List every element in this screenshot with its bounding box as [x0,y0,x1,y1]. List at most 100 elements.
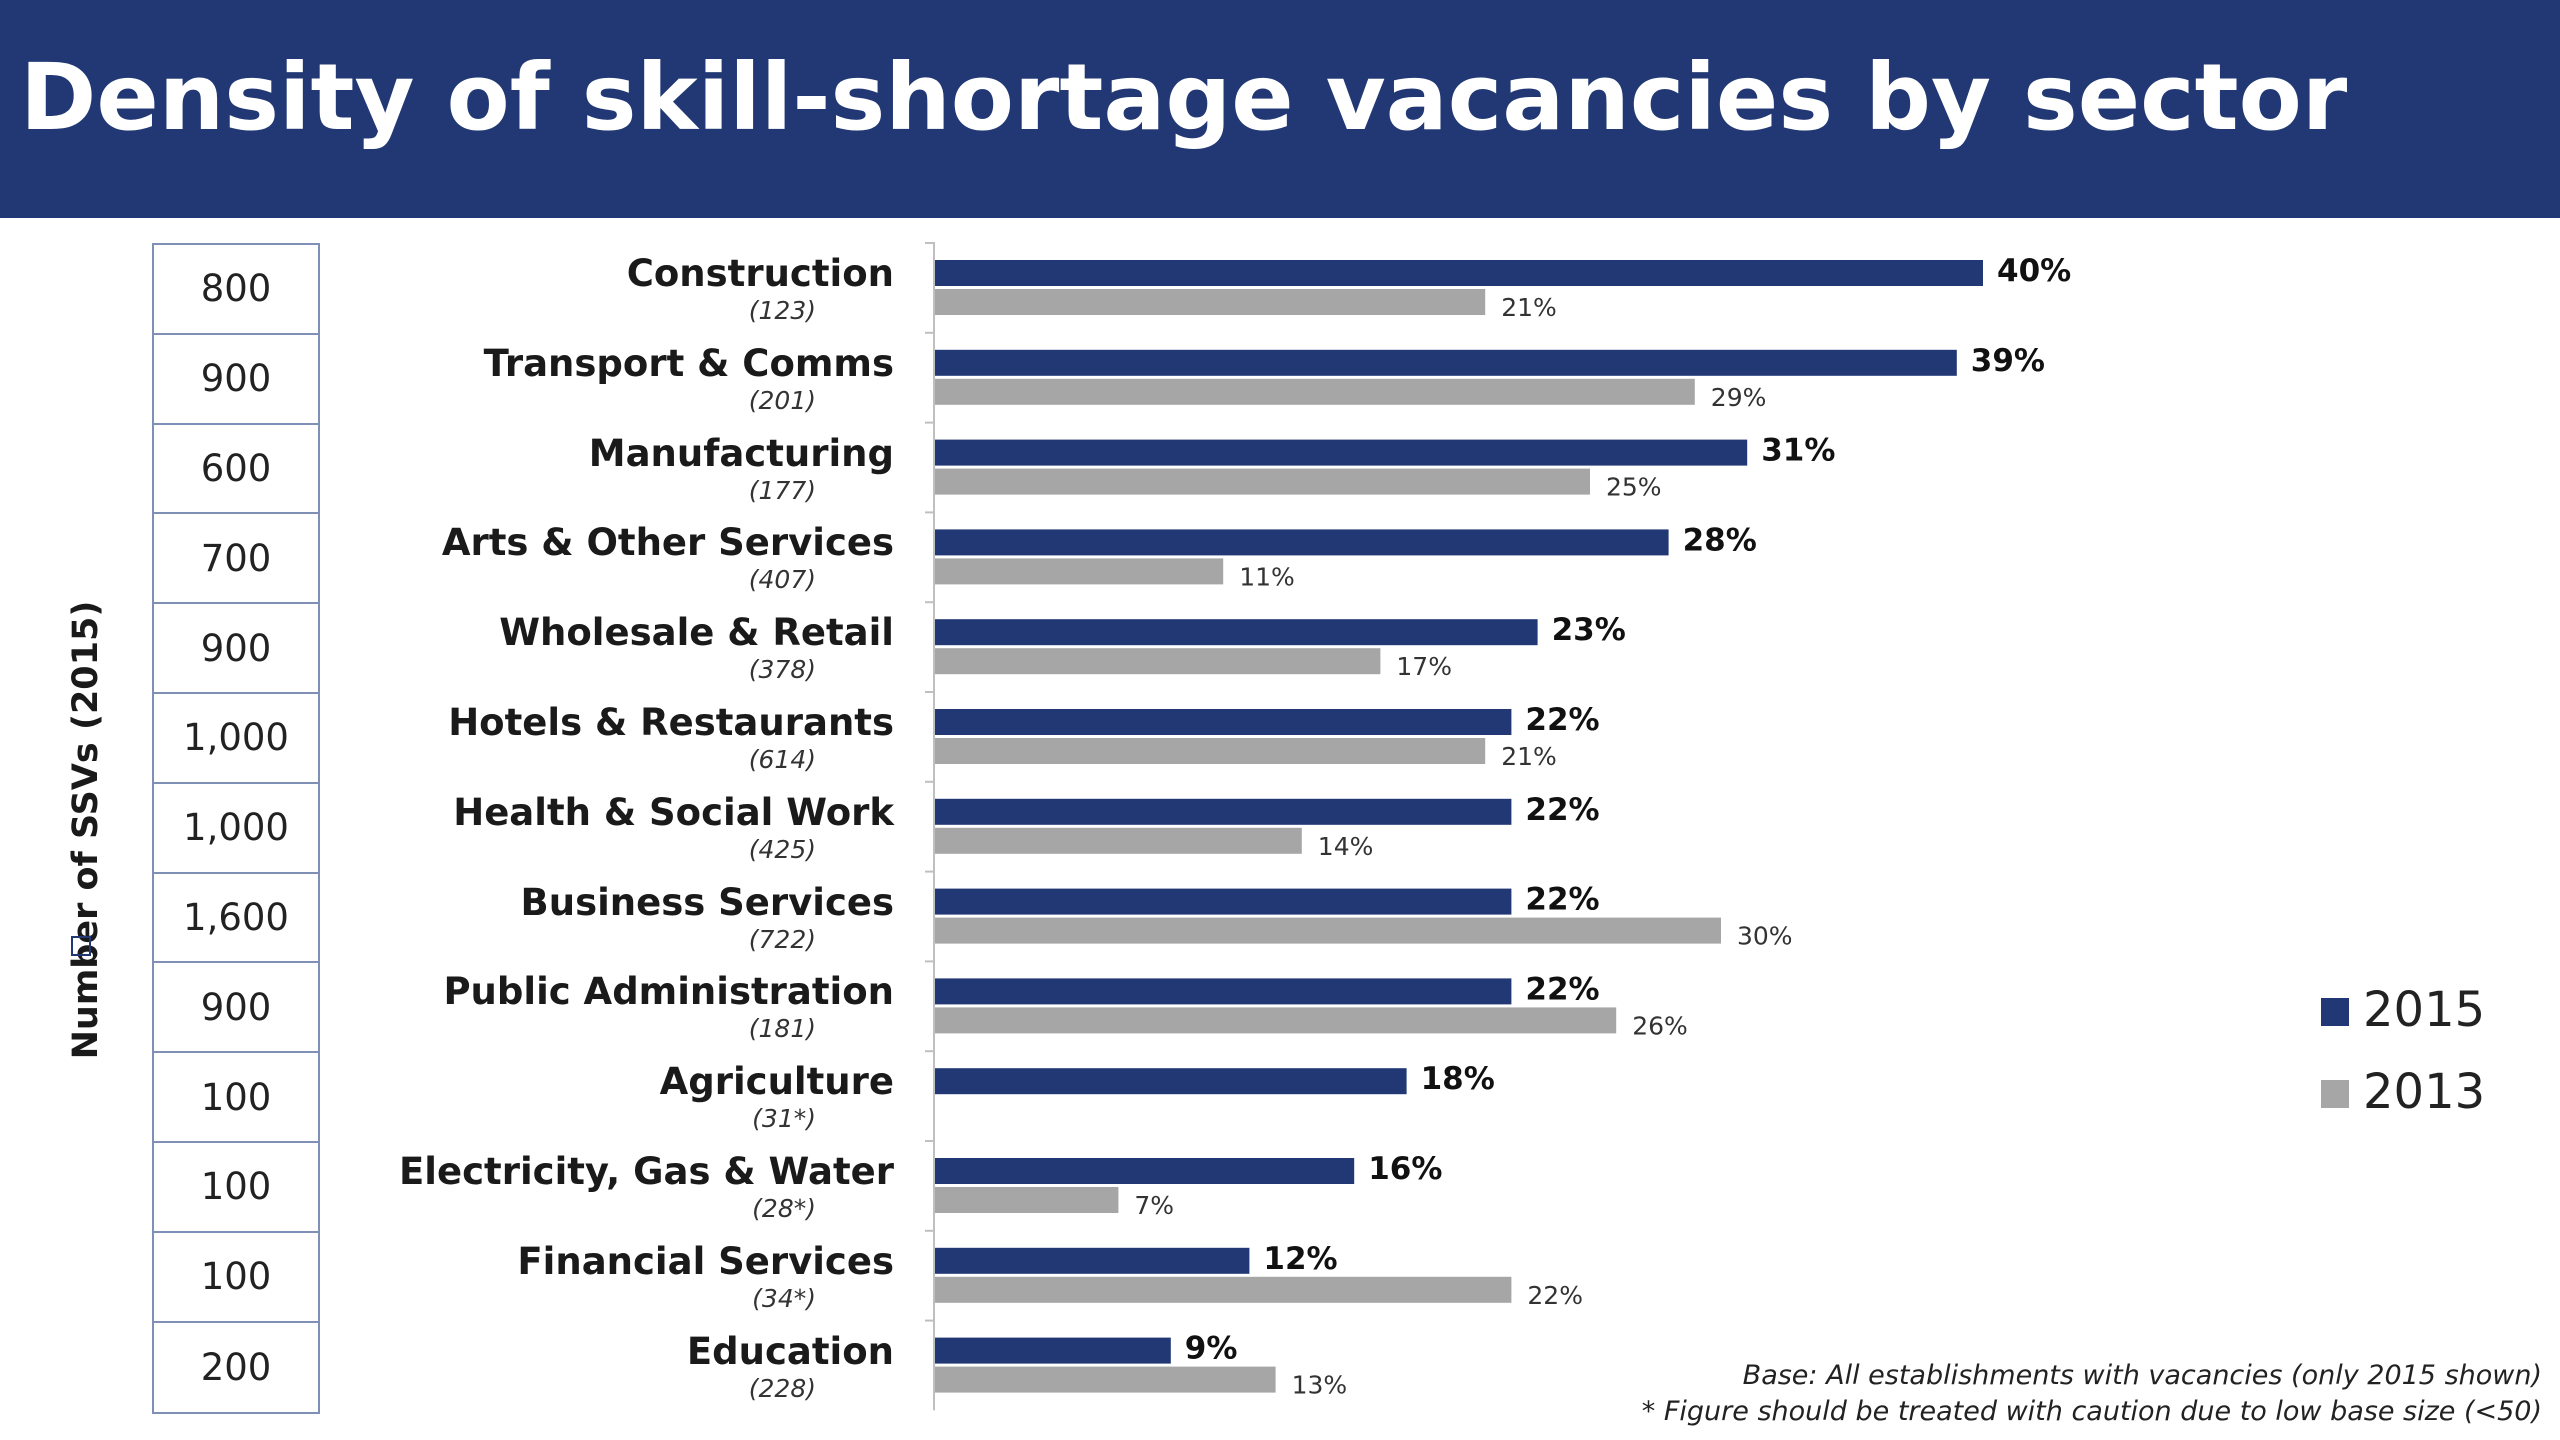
bar-2015 [935,439,1748,466]
ssv-count-cell: 600 [154,425,318,515]
ssv-count-cell: 700 [154,514,318,605]
sector-base-label: (407) [748,565,816,595]
bar-2015 [935,1158,1355,1184]
data-label-2013: 30% [1737,922,1793,951]
sector-base-label: (722) [748,924,816,954]
bar-2013 [935,378,1695,405]
data-label-2013: 25% [1606,473,1662,502]
data-label-2013: 21% [1501,293,1557,322]
ssv-count-cell: 100 [154,1233,318,1323]
bar-2013 [935,558,1224,585]
bar-2015 [935,619,1538,646]
bar-2013 [935,468,1590,495]
sector-label: Health & Social Work [453,790,894,834]
data-label-2015: 22% [1525,792,1599,828]
sector-label: Agriculture [659,1060,894,1104]
bar-2013 [935,917,1721,944]
bar-2015 [935,888,1512,915]
data-label-2015: 28% [1683,522,1757,558]
data-label-2013: 29% [1711,383,1767,412]
sector-base-label: (201) [748,385,816,415]
sector-label: Arts & Other Services [441,521,894,565]
bar-2015 [935,1068,1407,1095]
sector-label: Public Administration [443,970,894,1014]
data-label-2015: 9% [1185,1331,1238,1367]
legend-label-2015: 2015 [2363,982,2486,1038]
data-label-2013: 11% [1239,562,1295,591]
sector-base-label: (177) [748,475,816,505]
legend-label-2013: 2013 [2363,1064,2486,1120]
data-label-2015: 39% [1971,343,2045,379]
bar-2015 [935,529,1669,556]
sector-label: Wholesale & Retail [499,611,894,655]
data-label-2015: 22% [1525,882,1599,918]
ssv-count-cell: 100 [154,1053,318,1143]
data-label-2015: 12% [1263,1241,1337,1277]
data-label-2015: 31% [1761,433,1835,469]
sector-label: Education [686,1329,894,1373]
bar-2013 [935,289,1486,315]
bar-2013 [935,1007,1617,1034]
data-label-2015: 40% [1997,253,2071,289]
bar-2013 [935,1187,1119,1213]
bar-2013 [935,827,1302,854]
data-label-2013: 21% [1501,742,1557,771]
legend-swatch-2015 [2321,998,2349,1026]
ssv-count-cell: 1,000 [154,784,318,874]
page-title: Density of skill-shortage vacancies by s… [20,44,2348,151]
data-label-2013: 17% [1396,652,1452,681]
sector-label: Transport & Comms [483,341,894,385]
legend-swatch-2013 [2321,1080,2349,1108]
ssv-count-cell: 200 [200,1345,272,1389]
ssv-count-cell: 900 [154,963,318,1054]
ssv-count-cell: 1,600 [154,874,318,964]
bar-2015 [935,1337,1171,1364]
sector-base-label: (123) [748,295,816,325]
footnote-caution: * Figure should be treated with caution … [1641,1396,2542,1427]
bar-2015 [935,1247,1250,1274]
ssv-count-table: 800 900 600 700 900 1,000 1,000 1,600 900 100 100 1… [152,243,320,1415]
ssv-count-marker [71,936,91,956]
bar-2013 [935,648,1381,675]
sector-base-label: (425) [748,834,816,864]
bar-2013 [935,1366,1276,1393]
ssv-count-cell: 100 [154,1143,318,1233]
sector-label: Electricity, Gas & Water [399,1149,894,1193]
sector-base-label: (228) [748,1373,816,1403]
data-label-2015: 18% [1421,1061,1495,1097]
data-label-2013: 22% [1527,1281,1583,1310]
bar-2013 [935,738,1486,764]
sector-label: Hotels & Restaurants [448,700,894,744]
bar-2015 [935,798,1512,825]
sector-base-label: (34*) [752,1283,816,1313]
sector-base-label: (28*) [752,1193,816,1223]
bar-2015 [935,260,1983,286]
footnote-base: Base: All establishments with vacancies … [1742,1360,2542,1391]
sector-label: Construction [626,251,894,295]
data-label-2015: 22% [1525,702,1599,738]
bar-2015 [935,978,1512,1005]
data-label-2013: 14% [1318,832,1374,861]
sector-base-label: (181) [748,1014,816,1044]
sector-label: Business Services [520,880,894,924]
data-label-2013: 7% [1134,1191,1174,1220]
data-label-2015: 23% [1552,612,1626,648]
sector-label: Manufacturing [588,431,894,475]
sector-label: Financial Services [517,1239,894,1283]
ssv-count-cell: 1,000 [154,694,318,784]
sector-base-label: (378) [748,655,816,685]
title-banner: Density of skill-shortage vacancies by s… [0,0,2560,218]
ssv-count-cell: 800 [154,245,318,335]
data-label-2015: 22% [1525,971,1599,1007]
sector-base-label: (614) [748,744,816,774]
bar-2015 [935,709,1512,735]
ssv-count-cell: 900 [154,604,318,694]
bar-2013 [935,1276,1512,1303]
sector-base-label: (31*) [752,1104,816,1134]
data-label-2013: 26% [1632,1011,1688,1040]
bar-2015 [935,349,1957,376]
data-label-2013: 13% [1292,1371,1348,1400]
data-label-2015: 16% [1368,1151,1442,1187]
ssv-count-cell: 900 [154,335,318,425]
